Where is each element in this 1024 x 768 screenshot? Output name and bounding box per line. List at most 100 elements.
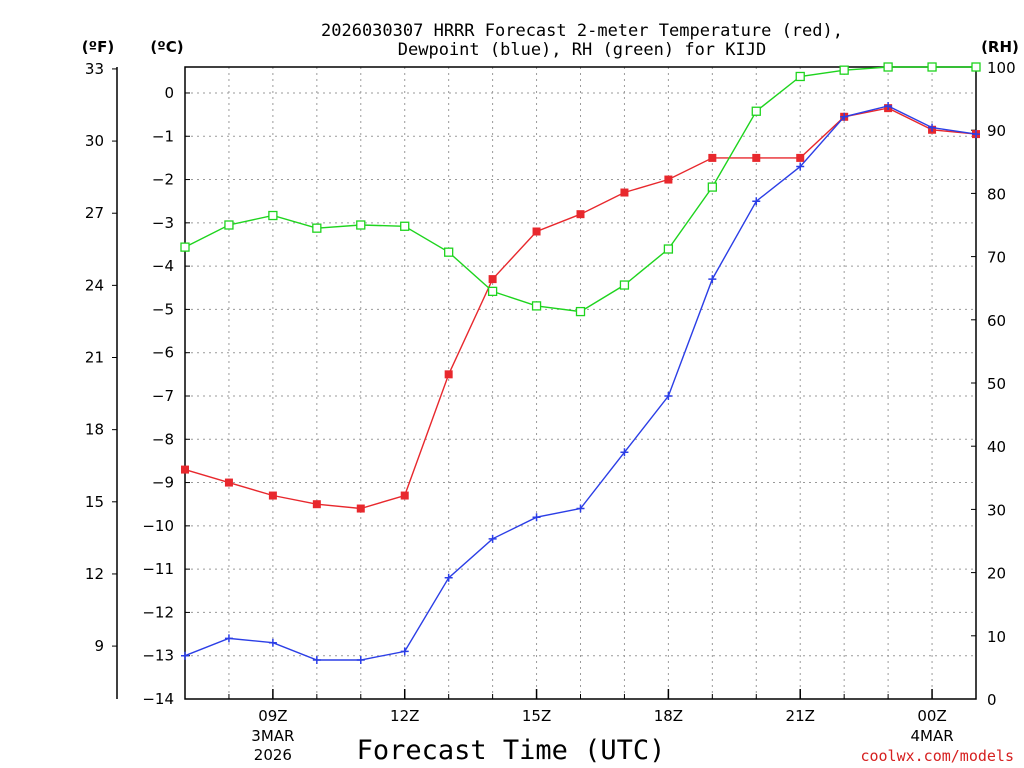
celsius-tick-label: −6	[152, 344, 174, 362]
temperature-point	[532, 227, 541, 236]
dewpoint-point	[796, 162, 805, 171]
celsius-tick-label: −1	[152, 127, 174, 145]
dewpoint-point	[576, 504, 585, 513]
rh-point	[444, 247, 454, 257]
dewpoint-point	[400, 647, 409, 656]
chart-title-line-2: Dewpoint (blue), RH (green) for KIJD	[398, 40, 766, 60]
dewpoint-point	[268, 638, 277, 647]
celsius-unit-label: (ºC)	[150, 38, 183, 56]
temperature-point	[400, 491, 409, 500]
celsius-tick-label: −8	[152, 430, 174, 448]
temperature-point	[488, 275, 497, 284]
temperature-point	[444, 370, 453, 379]
celsius-tick-label: −9	[152, 474, 174, 492]
source-credit: coolwx.com/models	[860, 747, 1014, 765]
series-layer	[180, 62, 981, 665]
dewpoint-line	[184, 105, 977, 661]
rh-point	[663, 244, 674, 254]
rh-point	[839, 65, 849, 75]
rh-series	[180, 62, 981, 317]
rh-point	[619, 280, 630, 290]
rh-tick-label: 20	[987, 565, 1006, 583]
rh-point	[883, 62, 893, 72]
rh-tick-label: 30	[987, 501, 1006, 519]
temperature-point	[181, 465, 189, 474]
grid-layer	[185, 67, 976, 700]
dewpoint-point	[752, 197, 761, 206]
dewpoint-series	[181, 101, 980, 665]
dewpoint-point	[312, 656, 321, 665]
rh-tick-label: 10	[987, 628, 1006, 646]
x-tick-label: 21Z	[786, 707, 815, 725]
celsius-tick-label: −4	[152, 257, 174, 275]
dewpoint-point	[928, 123, 937, 132]
x-tick-label: 00Z	[917, 707, 946, 725]
dewpoint-point	[224, 634, 233, 643]
rh-tick-label: 0	[987, 691, 997, 709]
fahrenheit-tick-label: 33	[85, 60, 104, 78]
celsius-tick-label: −12	[142, 603, 174, 621]
ticks-layer: 0 −1 −2 −3 −4 −5 −6 −7 −8 −9 −10 −11 −12 −13 −14 33 30 27…	[85, 59, 1016, 764]
dewpoint-point	[972, 130, 980, 139]
fahrenheit-unit-label: (ºF)	[82, 38, 114, 56]
rh-point	[531, 301, 542, 311]
rh-tick-label: 80	[987, 185, 1006, 203]
rh-point	[487, 286, 498, 297]
dewpoint-point	[532, 513, 541, 522]
fahrenheit-tick-label: 15	[85, 493, 104, 511]
x-tick-year: 2026	[254, 746, 292, 764]
rh-point	[707, 182, 717, 192]
x-axis-label: Forecast Time (UTC)	[357, 735, 666, 766]
fahrenheit-tick-label: 24	[85, 276, 104, 294]
temperature-point	[752, 153, 761, 162]
x-tick-label: 12Z	[390, 707, 419, 725]
fahrenheit-tick-label: 9	[94, 637, 104, 655]
temperature-point	[268, 491, 277, 500]
temperature-point	[356, 504, 365, 513]
dewpoint-point	[620, 448, 629, 457]
rh-tick-label: 60	[987, 312, 1006, 330]
temperature-point	[620, 188, 629, 197]
celsius-tick-label: −13	[142, 647, 174, 665]
dewpoint-point	[664, 391, 673, 400]
plot-frame	[184, 66, 977, 700]
celsius-tick-label: −14	[142, 690, 174, 708]
chart-title-line-1: 2026030307 HRRR Forecast 2-meter Tempera…	[321, 21, 843, 41]
rh-point	[180, 242, 190, 252]
temperature-point	[796, 153, 805, 162]
temperature-point	[664, 175, 673, 184]
rh-point	[795, 71, 805, 82]
rh-point	[224, 220, 234, 230]
dewpoint-point	[444, 573, 453, 582]
rh-point	[312, 223, 322, 233]
celsius-tick-label: −5	[152, 300, 174, 318]
dewpoint-point	[181, 651, 189, 660]
x-tick-label: 09Z	[258, 707, 287, 725]
dewpoint-point	[884, 101, 893, 110]
rh-tick-label: 70	[987, 249, 1006, 267]
dewpoint-point	[488, 534, 497, 543]
dewpoint-point	[356, 656, 365, 665]
rh-point	[575, 306, 586, 317]
celsius-tick-label: −11	[142, 560, 174, 578]
celsius-tick-label: −3	[152, 214, 174, 232]
dewpoint-point	[708, 275, 717, 284]
rh-tick-label: 100	[987, 59, 1016, 77]
rh-point	[268, 210, 278, 221]
celsius-tick-label: −2	[152, 171, 174, 189]
rh-point	[751, 106, 761, 116]
fahrenheit-tick-label: 27	[85, 204, 104, 222]
x-tick-label: 15Z	[522, 707, 551, 725]
rh-tick-label: 40	[987, 438, 1006, 456]
temperature-point	[708, 153, 717, 162]
rh-unit-label: (RH)	[981, 38, 1019, 56]
rh-point	[971, 62, 981, 72]
temperature-point	[224, 478, 233, 487]
fahrenheit-tick-label: 30	[85, 132, 104, 150]
fahrenheit-tick-label: 18	[85, 421, 104, 439]
fahrenheit-tick-label: 12	[85, 565, 104, 583]
temperature-point	[312, 500, 321, 509]
celsius-tick-label: 0	[164, 84, 174, 102]
celsius-tick-label: −10	[142, 517, 174, 535]
